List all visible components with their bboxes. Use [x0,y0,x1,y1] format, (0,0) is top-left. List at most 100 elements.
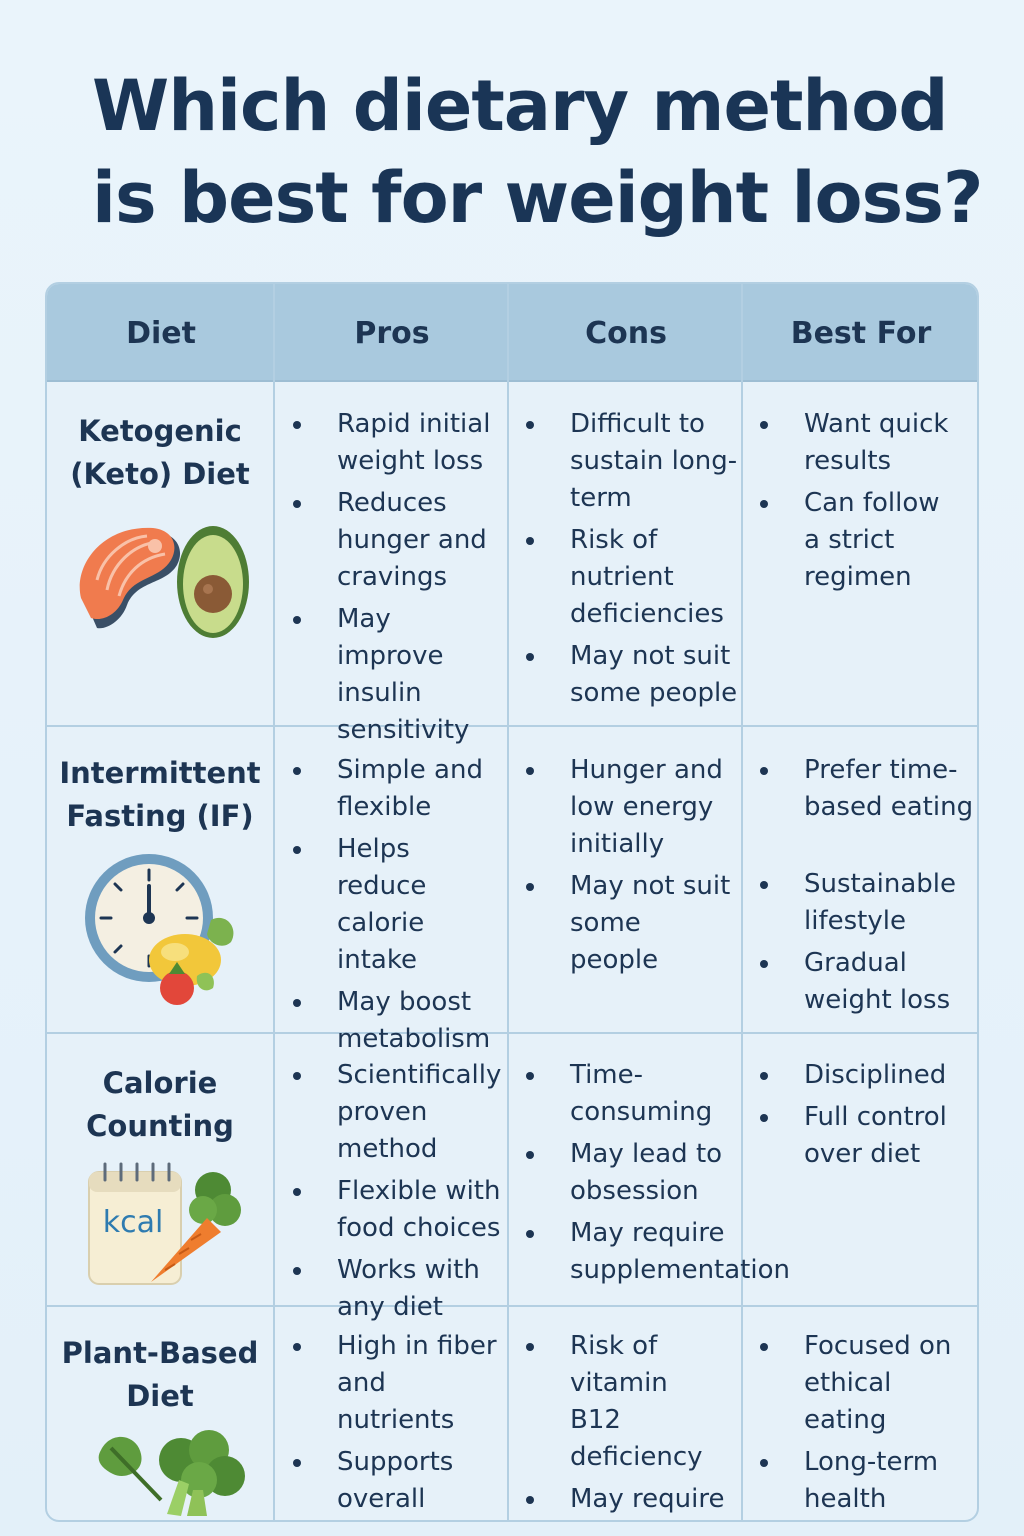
list-item: May not suit some people [526,638,741,712]
diet-name-line: Ketogenic [78,414,242,448]
item-line: May lead to [570,1139,723,1169]
item-line: proven method [337,1097,438,1164]
item-line: consuming [570,1097,713,1127]
item-line: low energy [570,792,714,822]
item-line: a strict [804,525,895,555]
header-best-for: Best For [790,316,932,351]
item-line: Scientifically [337,1060,502,1090]
list-item: Prefer time-based eating [760,752,975,826]
list-item: Focused on ethical eating [760,1328,975,1439]
list-item: Risk of vitamin B12 deficiency [526,1328,741,1476]
item-line: Risk of vitamin [570,1331,668,1398]
item-line: Want quick [804,409,949,439]
item-line: initially [570,829,665,859]
diet-name-plant-based: Plant-Based Diet [47,1332,273,1418]
page-title: Which dietary method is best for weight … [92,60,992,244]
list-item: High in fiber and nutrients [293,1328,503,1439]
item-line: Focused on [804,1331,952,1361]
item-line: Can follow [804,488,940,518]
header-cons: Cons [585,316,667,351]
diet-name-line: Plant-Based [61,1336,259,1370]
item-line: May not suit [570,641,731,671]
item-line: weight loss [804,985,951,1015]
best-for-list-calorie-counting: Disciplined Full control over diet [760,1057,975,1178]
list-item: Gradual weight loss [760,945,975,1019]
title-line-1: Which dietary method [92,65,948,147]
cons-list-if: Hunger and low energy initially May not su… [526,752,741,984]
list-item: Risk of nutrient deficiencies [526,522,741,633]
item-line: cravings [337,562,448,592]
item-line: insulin [337,678,422,708]
list-item: Flexible with food choices [293,1173,507,1247]
item-line: Rapid initial [337,409,491,439]
item-line: Helps reduce [337,834,427,901]
diet-name-keto: Ketogenic (Keto) Diet [47,410,273,496]
cons-list-calorie-counting: Time-consuming May lead to obsession May … [526,1057,790,1294]
item-line: sustain long- [570,446,738,476]
table-header: Diet Pros Cons Best For [47,284,977,382]
clock-food-icon [85,854,234,1005]
item-line: hunger and [337,525,487,555]
list-item: May require supplementation [526,1215,790,1289]
diet-name-line: Calorie [102,1066,218,1100]
item-line: some people [570,678,738,708]
diet-name-line: Intermittent [59,756,261,790]
item-line: Sustainable [804,869,957,899]
item-line: May require [570,1484,725,1514]
item-line: over diet [804,1139,921,1169]
item-line: May not suit [570,871,731,901]
item-line: calorie intake [337,908,425,975]
item-line: based eating [804,792,974,822]
item-line: Hunger and [570,755,723,785]
diet-name-calorie-counting: Calorie Counting [47,1062,273,1148]
pros-list-if: Simple and flexible Helps reduce calorie i… [293,752,503,1063]
item-line: Flexible with [337,1176,501,1206]
comparison-table: Diet Pros Cons Best For Ketogenic (Keto)… [45,282,979,1522]
item-line: and nutrients [337,1368,455,1435]
diet-name-line: (Keto) Diet [70,457,250,491]
item-line: term [570,483,632,513]
list-item: Hunger and low energy initially [526,752,741,863]
item-line: Long-term [804,1447,939,1477]
list-item: Supports overall health [293,1444,503,1520]
list-item: Reduces hunger and cravings [293,485,503,596]
item-line: supplementation [570,1521,790,1522]
kcal-notepad-icon: kcal [88,1162,241,1285]
item-line: Risk of nutrient [570,525,674,592]
item-line: May require [570,1218,725,1248]
best-for-list-if: Prefer time-based eating Sustainable life… [760,752,975,1024]
list-item: Want quick results [760,406,975,480]
list-item: Simple and flexible [293,752,503,826]
row-divider [47,725,977,727]
salmon-avocado-icon [79,526,249,638]
kcal-label: kcal [103,1205,164,1240]
list-item: May not suit some people [526,868,741,979]
list-item: Time-consuming [526,1057,741,1131]
item-line: regimen [804,562,912,592]
list-item: Can follow a strict regimen [760,485,975,596]
item-line: ethical eating [804,1368,892,1435]
pros-list-keto: Rapid initial weight loss Reduces hunger a… [293,406,503,754]
list-item: May improve insulin sensitivity [293,601,503,749]
item-line: B12 deficiency [570,1405,703,1472]
item-line: supplementation [570,1255,790,1285]
item-line: results [804,446,892,476]
list-item: Helps reduce calorie intake [293,831,503,979]
item-line: High in fiber [337,1331,497,1361]
item-line: Supports [337,1447,454,1477]
item-line: any diet [337,1292,443,1322]
pros-list-calorie-counting: Scientifically proven method Flexible wit… [293,1057,507,1331]
list-item: Long-term health [760,1444,975,1518]
item-line: metabolism [337,1024,491,1054]
item-line: Disciplined [804,1060,947,1090]
list-item: May lead to obsession [526,1136,741,1210]
cons-list-keto: Difficult to sustain long-term Risk of nu… [526,406,741,717]
best-for-list-keto: Want quick results Can follow a strict regi… [760,406,975,601]
diet-name-line: Fasting (IF) [66,799,254,833]
item-line: Full control [804,1102,947,1132]
item-line: Time- [570,1060,644,1090]
item-line: flexible [337,792,432,822]
item-line: Reduces [337,488,447,518]
item-line: deficiencies [570,599,724,629]
